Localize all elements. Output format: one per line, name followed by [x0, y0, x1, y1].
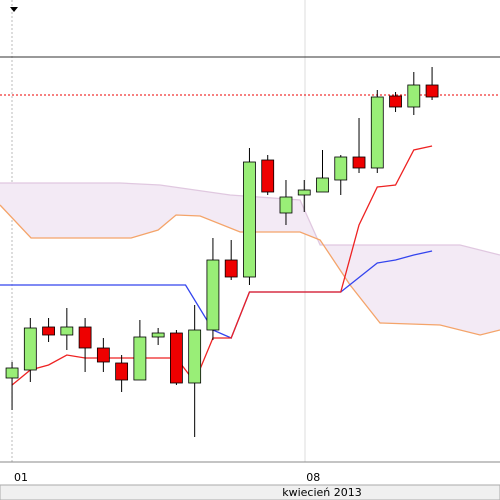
candle-body	[170, 332, 183, 384]
candle-body	[188, 329, 202, 384]
candle-body	[224, 259, 238, 278]
candle-body	[23, 327, 37, 371]
x-axis-label: kwiecień 2013	[282, 486, 362, 499]
candle-body	[5, 367, 19, 379]
candle-body	[78, 326, 92, 349]
candle-body	[425, 84, 439, 98]
candle-body	[389, 95, 402, 108]
indicator-line	[11, 145, 433, 386]
indicator-line	[0, 182, 500, 256]
candle-body	[96, 347, 110, 363]
candle-body	[370, 96, 384, 169]
candle-body	[334, 156, 348, 181]
x-tick-label: 08	[306, 471, 320, 484]
candle-body	[60, 326, 74, 336]
candle-body	[42, 326, 55, 336]
candle-body	[316, 177, 329, 193]
date-bar	[0, 484, 500, 500]
dropdown-arrow[interactable]	[10, 7, 18, 12]
candle-body	[407, 84, 421, 108]
candle-body	[279, 196, 293, 214]
candle-body	[151, 332, 165, 338]
candle-body	[261, 159, 275, 193]
x-tick-label: 01	[14, 471, 28, 484]
cloud	[0, 183, 500, 335]
candle-body	[206, 259, 220, 331]
candle-body	[297, 189, 311, 196]
indicator-line	[0, 204, 500, 336]
candle-body	[352, 156, 366, 169]
candle-body	[115, 362, 129, 381]
candle-body	[133, 336, 147, 381]
candle-body	[243, 161, 256, 278]
